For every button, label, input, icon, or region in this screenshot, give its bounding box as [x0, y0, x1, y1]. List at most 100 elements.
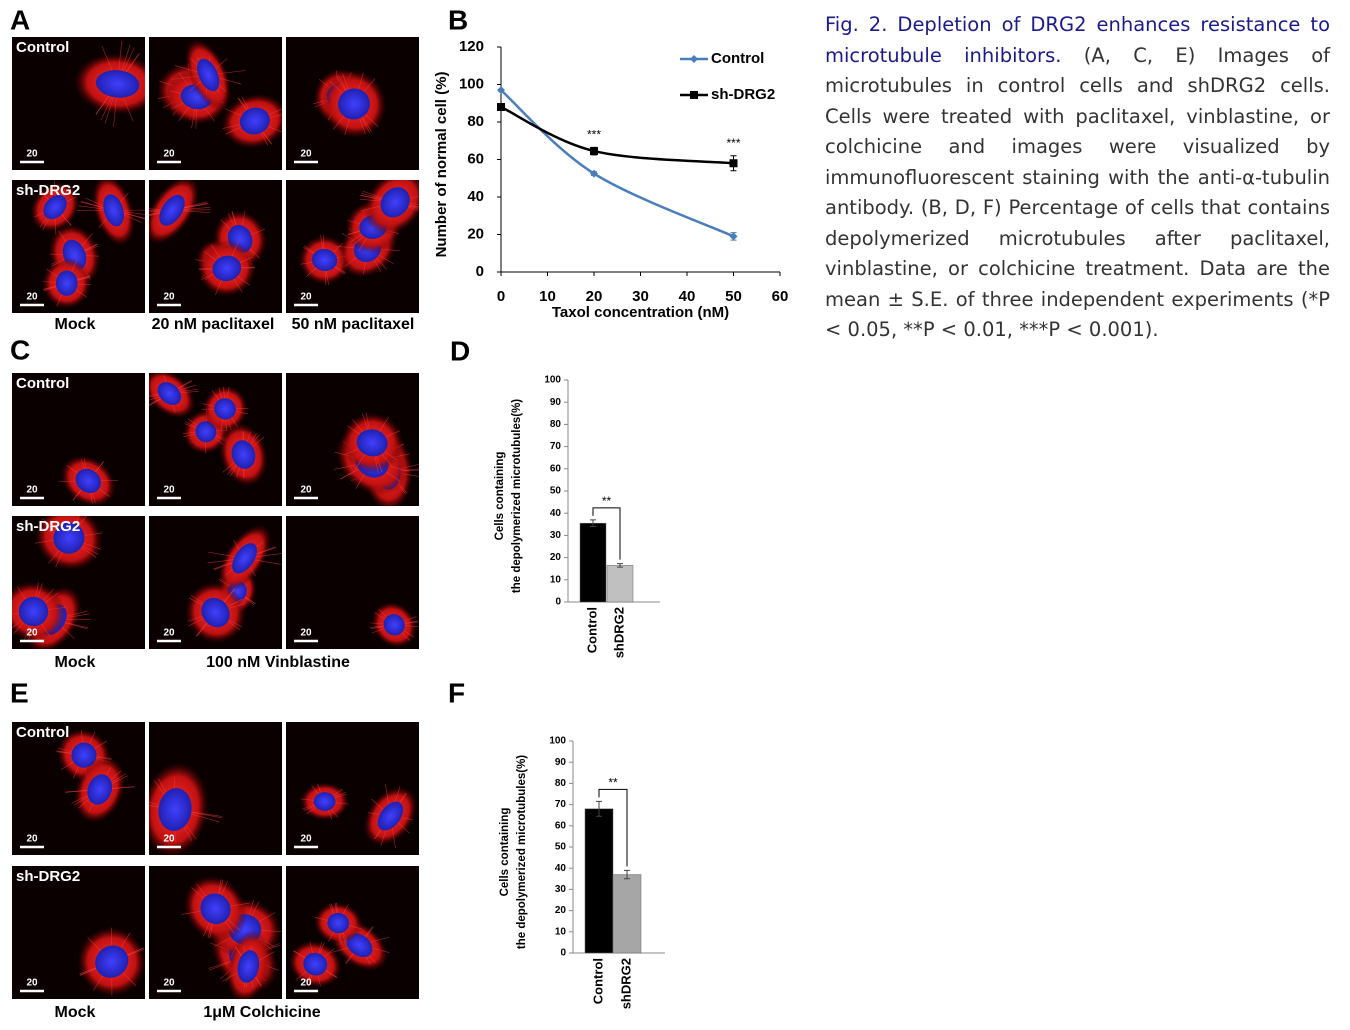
significance-bracket	[592, 507, 621, 560]
y-tick-label: 20	[550, 552, 562, 563]
cells	[370, 602, 419, 648]
y-tick-label: 80	[467, 113, 484, 130]
y-tick-label: 20	[555, 905, 567, 916]
y-axis-label: the depolymerized microtubules(%)	[511, 399, 523, 593]
bar	[579, 522, 607, 603]
y-tick-label: 0	[560, 948, 566, 959]
scale-label: 20	[300, 149, 312, 160]
y-tick-label: 10	[555, 926, 567, 937]
cells	[156, 39, 282, 149]
marker	[590, 147, 598, 156]
x-tick-label: 10	[539, 288, 556, 305]
error-bar	[624, 869, 630, 880]
y-tick-label: 50	[550, 486, 562, 497]
nucleus	[237, 950, 260, 983]
nucleus	[356, 429, 388, 457]
nucleus	[43, 194, 67, 220]
x-axis-label: Taxol concentration (nM)	[552, 304, 729, 321]
panel-letter: F	[448, 677, 465, 708]
cells	[149, 180, 267, 297]
nucleus	[239, 107, 270, 135]
y-tick-label: 50	[555, 842, 567, 853]
row-label: sh-DRG2	[16, 868, 80, 885]
nucleus	[377, 801, 404, 831]
y-tick-label: 40	[550, 508, 562, 519]
scale-label: 20	[163, 149, 175, 160]
legend-marker	[690, 91, 698, 99]
x-tick-label: 40	[679, 288, 696, 305]
scale-label: 20	[300, 485, 312, 496]
scale-label: 20	[163, 834, 175, 845]
series-line	[500, 89, 735, 238]
x-tick-label: 20	[586, 288, 603, 305]
y-tick-label: 120	[459, 38, 484, 55]
row-label: Control	[16, 39, 69, 56]
panel-letter: A	[10, 4, 30, 35]
y-tick-label: 80	[550, 419, 562, 430]
micrograph	[12, 373, 145, 506]
error-bar	[596, 800, 602, 817]
column-label: 20 nM paclitaxel	[152, 316, 275, 333]
error-bar	[590, 519, 596, 528]
bar	[584, 808, 614, 954]
x-tick-label: 50	[725, 288, 742, 305]
nucleus	[197, 58, 220, 92]
nucleus	[383, 614, 405, 636]
nucleus	[201, 597, 230, 628]
y-tick-label: 90	[555, 757, 567, 768]
row-label: sh-DRG2	[16, 518, 80, 535]
x-tick-label: 0	[497, 288, 505, 305]
nucleus	[53, 522, 85, 554]
scale-label: 20	[26, 978, 38, 989]
nucleus	[311, 248, 338, 272]
significance: ***	[726, 136, 740, 150]
nucleus	[87, 774, 113, 805]
cells	[149, 373, 268, 487]
y-tick-label: 40	[555, 863, 567, 874]
scale-label: 20	[163, 628, 175, 639]
cells	[56, 728, 135, 823]
y-tick-label: 100	[544, 375, 561, 386]
scale-label: 20	[300, 628, 312, 639]
panel-letter: D	[450, 335, 470, 366]
micrograph	[12, 722, 145, 855]
nucleus	[231, 440, 256, 469]
micrograph	[149, 180, 282, 313]
cells	[181, 875, 282, 999]
y-tick-label: 30	[555, 884, 567, 895]
significance-bracket	[598, 788, 628, 867]
legend-label: sh-DRG2	[711, 86, 775, 103]
micrograph	[12, 866, 145, 999]
nucleus	[158, 788, 192, 832]
micrograph	[149, 516, 282, 649]
nucleus	[75, 468, 101, 494]
column-label: Mock	[55, 1004, 96, 1021]
bar	[606, 565, 634, 603]
column-label: 1μM Colchicine	[203, 1004, 320, 1021]
y-axis-label: Number of normal cell (%)	[433, 72, 450, 258]
marker	[497, 103, 505, 111]
x-tick-label: 30	[632, 288, 649, 305]
scale-label: 20	[300, 292, 312, 303]
micrograph	[149, 866, 282, 999]
cells	[300, 782, 418, 849]
y-axis-label: Cells containing	[494, 452, 506, 541]
nucleus	[380, 187, 410, 218]
nucleus	[214, 398, 236, 420]
nucleus	[338, 88, 371, 120]
micrograph	[12, 180, 145, 313]
legend-marker	[690, 55, 698, 63]
y-tick-label: 90	[550, 397, 562, 408]
y-tick-label: 60	[555, 820, 567, 831]
micrograph	[286, 37, 419, 170]
scale-label: 20	[300, 834, 312, 845]
micrograph	[286, 180, 419, 313]
cells	[288, 902, 390, 988]
cells	[299, 180, 419, 286]
y-tick-label: 30	[550, 530, 562, 541]
scale-label: 20	[163, 292, 175, 303]
cells	[185, 524, 282, 644]
nucleus	[232, 543, 258, 574]
cells	[149, 761, 222, 855]
